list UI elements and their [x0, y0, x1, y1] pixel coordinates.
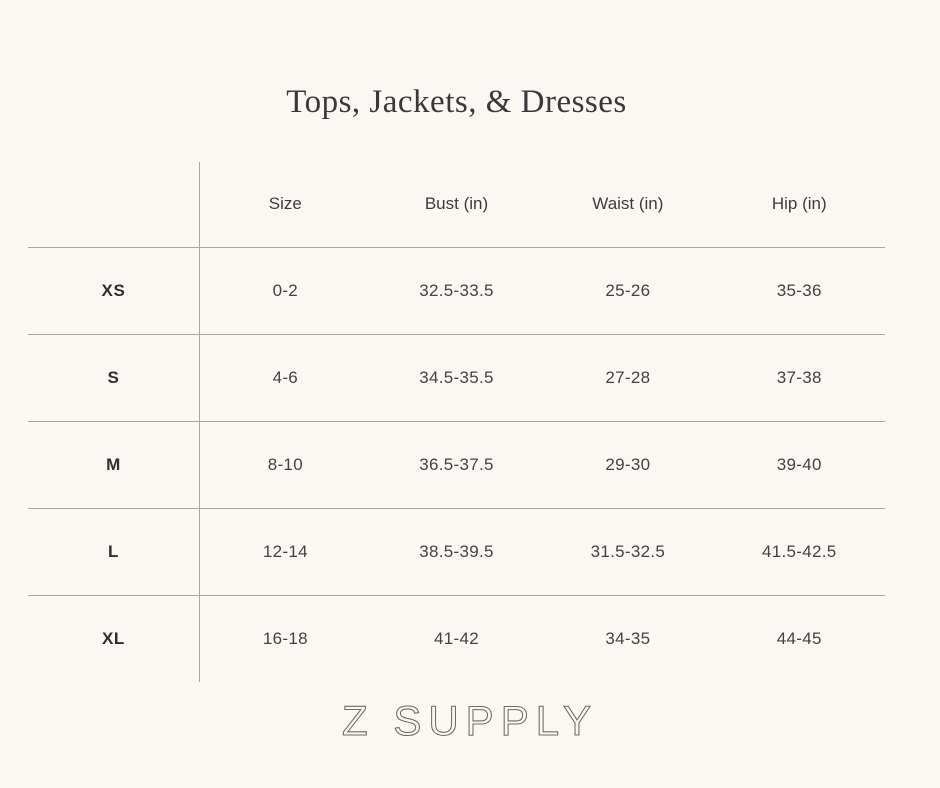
table-row-m: M 8-10 36.5-37.5 29-30 39-40: [28, 421, 885, 509]
table-row-xs: XS 0-2 32.5-33.5 25-26 35-36: [28, 247, 885, 335]
waist-value: 25-26: [542, 247, 714, 335]
table-row-s: S 4-6 34.5-35.5 27-28 37-38: [28, 334, 885, 422]
row-label: M: [28, 421, 200, 509]
row-label: XL: [101, 628, 125, 648]
size-chart-panel: Tops, Jackets, & Dresses Size Bust (in) …: [28, 0, 885, 682]
header-row: Size Bust (in) Waist (in) Hip (in): [28, 162, 885, 248]
size-range-value: 16-18: [198, 595, 371, 682]
bust-value: 38.5-39.5: [370, 508, 543, 596]
header-empty-cell: [28, 162, 200, 248]
bust-value: 41-42: [433, 628, 479, 648]
bust-value: 34.5-35.5: [370, 334, 543, 422]
size-range-value: 4-6: [198, 334, 371, 422]
column-header-hip: Hip (in): [713, 162, 885, 248]
size-range-value: 8-10: [198, 421, 371, 509]
size-range-value: 0-2: [198, 247, 371, 335]
waist-value: 34-35: [605, 628, 651, 648]
column-header-waist: Waist (in): [542, 162, 714, 248]
hip-value: 41.5-42.5: [713, 508, 885, 596]
hip-value: 39-40: [713, 421, 885, 509]
bust-value: 32.5-33.5: [370, 247, 543, 335]
column-header-size: Size: [198, 162, 371, 248]
waist-value: 29-30: [542, 421, 714, 509]
page-title: Tops, Jackets, & Dresses: [286, 84, 627, 120]
row-label: XS: [28, 247, 200, 335]
table-row-xl: XL 16-18 41-42 34-35 44-45: [28, 595, 885, 682]
table-row-l: L 12-14 38.5-39.5 31.5-32.5 41.5-42.5: [28, 508, 885, 596]
waist-value: 27-28: [542, 334, 714, 422]
hip-value: 35-36: [713, 247, 885, 335]
row-label: S: [28, 334, 200, 422]
bust-value: 36.5-37.5: [370, 421, 543, 509]
column-header-bust: Bust (in): [370, 162, 543, 248]
size-range-value: 12-14: [198, 508, 371, 596]
brand-logo: Z SUPPLY: [341, 696, 598, 744]
hip-value: 37-38: [713, 334, 885, 422]
size-chart-table: Size Bust (in) Waist (in) Hip (in) XS 0-…: [28, 162, 885, 682]
hip-value: 44-45: [776, 628, 822, 648]
row-label: L: [28, 508, 200, 596]
waist-value: 31.5-32.5: [542, 508, 714, 596]
